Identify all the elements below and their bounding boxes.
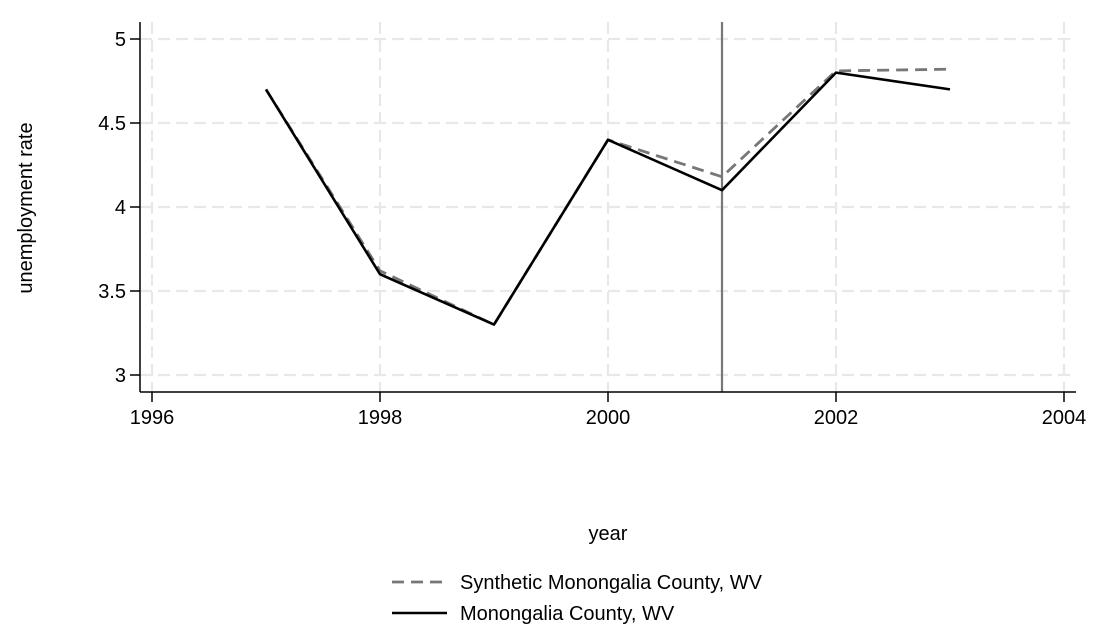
y-tick-label: 4 <box>115 197 126 219</box>
series-group <box>264 67 951 327</box>
series-line-actual <box>264 71 951 326</box>
y-tick-label: 3 <box>115 365 126 387</box>
axes: 3 3.5 4 4.5 5 1996 1998 2000 2002 2004 <box>98 22 1086 429</box>
y-tick-label: 3.5 <box>98 281 126 303</box>
y-axis-title: unemployment rate <box>15 122 37 293</box>
gridlines <box>140 22 1076 392</box>
legend: Synthetic Monongalia County, WV Monongali… <box>392 572 763 625</box>
y-tick-label: 5 <box>115 29 126 51</box>
x-tick-label: 1998 <box>358 407 403 429</box>
x-tick-label: 2002 <box>814 407 859 429</box>
x-tick-label: 2000 <box>586 407 631 429</box>
x-tick-label: 1996 <box>130 407 175 429</box>
x-tick-label: 2004 <box>1042 407 1087 429</box>
legend-label: Monongalia County, WV <box>460 603 675 625</box>
y-tick-label: 4.5 <box>98 113 126 135</box>
x-axis-title: year <box>589 523 628 545</box>
legend-label: Synthetic Monongalia County, WV <box>460 572 763 594</box>
